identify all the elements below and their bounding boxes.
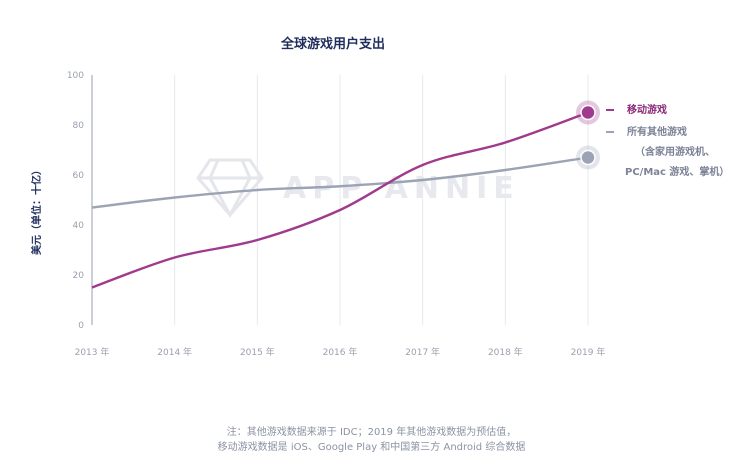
footnote-line-2: 移动游戏数据是 iOS、Google Play 和中国第三方 Android 综… (217, 442, 526, 453)
watermark: APP ANNIE (196, 158, 514, 219)
series-endpoints (576, 100, 600, 170)
diamond-logo-icon (196, 158, 264, 219)
footnote: 注：其他游戏数据来源于 IDC；2019 年其他游戏数据为预估值， 移动游戏数据… (0, 425, 743, 455)
y-axis-label: 美元（单位：十亿） (30, 165, 43, 255)
x-tick-label: 2017 年 (405, 346, 440, 358)
legend-label: 所有其他游戏 (627, 125, 687, 138)
x-tick-label: 2014 年 (157, 346, 192, 358)
endpoint-marker (580, 104, 596, 121)
y-tick-label: 40 (73, 221, 85, 231)
x-tick-label: 2019 年 (571, 346, 606, 358)
legend-label-detail: （含家用游戏机、 (635, 145, 715, 158)
chart-title: 全球游戏用户支出 (280, 36, 385, 52)
series-line (91, 111, 589, 289)
legend-label: 移动游戏 (627, 103, 667, 116)
x-tick-label: 2016 年 (323, 346, 358, 358)
x-tick-label: 2013 年 (75, 346, 110, 358)
y-tick-label: 20 (73, 271, 85, 281)
grid (91, 75, 589, 325)
x-axis-ticks: 2013 年 2014 年 2015 年 2016 年 2017 年 2018 年 2019… (75, 346, 606, 358)
y-tick-label: 100 (67, 71, 84, 81)
y-tick-label: 0 (78, 321, 84, 331)
legend-label-detail: PC/Mac 游戏、掌机） (625, 165, 729, 178)
x-tick-label: 2018 年 (488, 346, 523, 358)
y-tick-label: 60 (73, 171, 85, 181)
series-lines (91, 111, 589, 289)
y-tick-label: 80 (73, 121, 85, 131)
y-axis-ticks: 0 20 40 60 80 100 (67, 71, 84, 331)
series-line (91, 156, 589, 209)
endpoint-marker (580, 149, 596, 166)
x-tick-label: 2015 年 (240, 346, 275, 358)
footnote-line-1: 注：其他游戏数据来源于 IDC；2019 年其他游戏数据为预估值， (226, 427, 517, 438)
